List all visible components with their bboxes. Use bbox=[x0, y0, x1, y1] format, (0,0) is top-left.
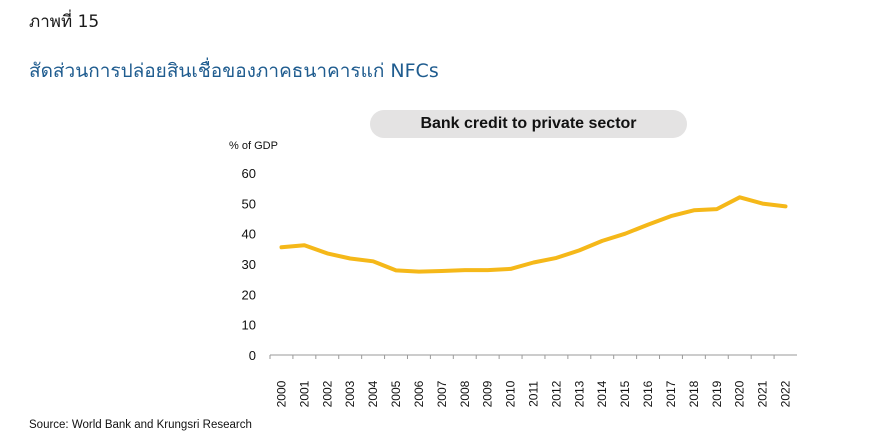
x-tick-label: 2016 bbox=[641, 380, 655, 407]
x-tick-label: 2001 bbox=[297, 380, 311, 407]
x-tick-label: 2021 bbox=[756, 380, 770, 407]
x-tick-label: 2011 bbox=[527, 381, 541, 407]
x-tick-label: 2007 bbox=[435, 380, 449, 407]
source-note: Source: World Bank and Krungsri Research bbox=[29, 419, 252, 431]
y-tick-label: 0 bbox=[249, 348, 256, 363]
x-tick-label: 2010 bbox=[504, 380, 518, 407]
x-tick-label: 2000 bbox=[274, 380, 288, 407]
x-tick-label: 2014 bbox=[595, 380, 609, 407]
x-tick-label: 2022 bbox=[779, 380, 793, 407]
y-tick-label: 10 bbox=[242, 318, 256, 333]
x-tick-label: 2006 bbox=[412, 380, 426, 407]
x-tick-label: 2005 bbox=[389, 380, 403, 407]
series-line bbox=[279, 195, 788, 274]
x-tick-label: 2019 bbox=[710, 380, 724, 407]
y-tick-label: 50 bbox=[242, 196, 256, 211]
x-tick-label: 2020 bbox=[733, 380, 747, 407]
x-tick-label: 2002 bbox=[320, 380, 334, 407]
x-tick-label: 2013 bbox=[572, 380, 586, 407]
x-tick-label: 2012 bbox=[549, 380, 563, 407]
figure-label: ภาพที่ 15 bbox=[29, 12, 100, 32]
x-tick-label: 2008 bbox=[458, 380, 472, 407]
chart-title: Bank credit to private sector bbox=[370, 110, 687, 138]
y-tick-label: 20 bbox=[242, 287, 256, 302]
x-tick-label: 2004 bbox=[366, 380, 380, 407]
y-tick-label: 40 bbox=[242, 227, 256, 242]
x-tick-label: 2015 bbox=[618, 380, 632, 407]
x-axis-ticks: 2000 2001 2002 2003 2004 2005 2006 2007 2008 2009… bbox=[269, 355, 793, 407]
x-tick-label: 2018 bbox=[687, 380, 701, 407]
y-axis-unit-label: % of GDP bbox=[229, 140, 278, 152]
y-tick-label: 30 bbox=[242, 257, 256, 272]
x-tick-label: 2017 bbox=[664, 380, 678, 407]
figure-title: สัดส่วนการปล่อยสินเชื่อของภาคธนาคารแก่ N… bbox=[29, 60, 439, 82]
y-tick-label: 60 bbox=[242, 166, 256, 181]
x-tick-label: 2003 bbox=[343, 380, 357, 407]
y-axis-ticks: 0 10 20 30 40 50 60 bbox=[242, 166, 256, 363]
x-tick-label: 2009 bbox=[481, 380, 495, 407]
